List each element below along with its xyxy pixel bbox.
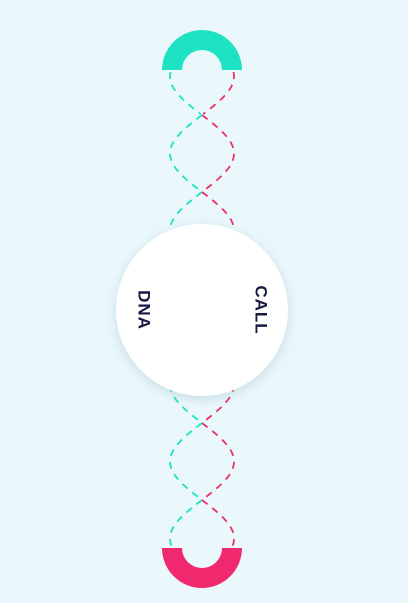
right-label: CALL xyxy=(252,285,271,334)
page: {"circle": {"left_label": "DNA", "right_… xyxy=(0,0,408,603)
screen: DNA CALL xyxy=(0,0,408,603)
left-label: DNA xyxy=(135,290,154,330)
